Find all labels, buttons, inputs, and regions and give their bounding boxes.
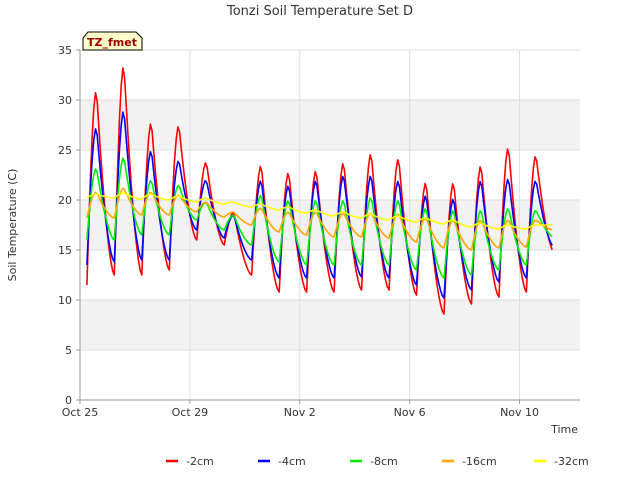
legend-item: -16cm [442, 455, 497, 468]
x-tick-label: Nov 10 [500, 406, 539, 419]
legend-label: -32cm [554, 455, 589, 468]
legend: -2cm -4cm -8cm -16cm -32cm [166, 455, 589, 468]
series-line-16cm [86, 187, 553, 251]
y-tick-label: 20 [58, 194, 72, 207]
x-axis-ticks: Oct 25 Oct 29 Nov 2 Nov 6 Nov 10 [62, 400, 539, 419]
chart-title: Tonzi Soil Temperature Set D [226, 4, 413, 19]
x-tick-label: Oct 25 [62, 406, 99, 419]
y-axis-ticks: 0 5 10 15 20 25 30 35 [58, 44, 80, 407]
legend-label: -16cm [462, 455, 497, 468]
legend-label: -8cm [370, 455, 398, 468]
x-tick-label: Oct 29 [172, 406, 209, 419]
y-axis-label: Soil Temperature (C) [6, 169, 19, 282]
legend-item: -4cm [258, 455, 306, 468]
legend-label: -4cm [278, 455, 306, 468]
plot-band [80, 300, 580, 350]
series-line-32cm [86, 192, 553, 230]
y-tick-label: 25 [58, 144, 72, 157]
y-tick-label: 35 [58, 44, 72, 57]
y-tick-label: 5 [65, 344, 72, 357]
y-tick-label: 30 [58, 94, 72, 107]
site-label-box [82, 31, 143, 51]
site-label-text: TZ_fmet [87, 36, 137, 49]
y-tick-label: 0 [65, 394, 72, 407]
plot-band [80, 100, 580, 150]
series-lines [86, 67, 553, 315]
x-axis-label: Time [550, 423, 578, 436]
legend-label: -2cm [186, 455, 214, 468]
legend-item: -8cm [350, 455, 398, 468]
axes [79, 50, 580, 401]
site-label-badge: TZ_fmet [82, 31, 143, 51]
y-tick-label: 10 [58, 294, 72, 307]
x-tick-label: Nov 6 [394, 406, 426, 419]
legend-item: -32cm [534, 455, 589, 468]
x-tick-label: Nov 2 [284, 406, 316, 419]
legend-item: -2cm [166, 455, 214, 468]
y-tick-label: 15 [58, 244, 72, 257]
